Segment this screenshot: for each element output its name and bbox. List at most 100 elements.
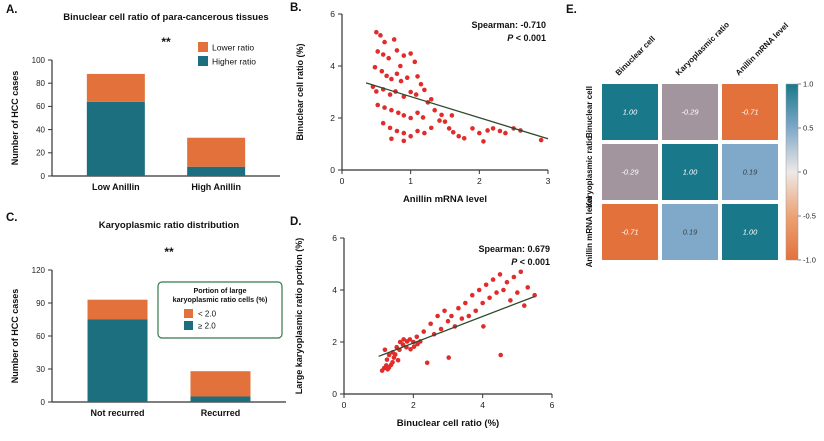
x-tick-label: 0 — [342, 400, 347, 410]
data-point — [400, 342, 406, 347]
y-tick-label: 60 — [36, 102, 45, 111]
data-point — [439, 112, 444, 118]
data-point — [396, 110, 401, 116]
correlation-value: 0.19 — [743, 168, 758, 177]
panel-c-label: C. — [6, 212, 18, 224]
data-point — [407, 337, 413, 342]
panel-b: B. 0 1 2 3 0 2 4 6 Anillin mRNA level Binuclear c… — [288, 0, 560, 216]
bar-segment — [87, 299, 148, 320]
heatmap-cell — [602, 144, 658, 200]
correlation-value: -0.71 — [741, 108, 758, 117]
data-point — [476, 287, 482, 293]
x-axis-label: Anillin mRNA level — [403, 194, 487, 205]
bar-segment — [190, 371, 251, 397]
chart-title: Karyoplasmic ratio distribution — [99, 220, 240, 231]
data-point — [389, 76, 394, 82]
data-point — [394, 48, 400, 53]
heatmap-cell — [722, 144, 778, 200]
y-tick-label: 40 — [36, 125, 45, 134]
correlation-value: 1.00 — [743, 228, 758, 237]
pvalue-annotation: P < 0.001 — [507, 33, 546, 43]
legend-swatch — [184, 309, 193, 318]
data-point — [498, 352, 503, 358]
colorbar-tick-label: 1.0 — [803, 80, 813, 89]
data-point — [382, 105, 387, 110]
x-category-label: Not recurred — [91, 408, 145, 418]
data-point — [490, 277, 496, 282]
data-point — [503, 130, 508, 136]
row-label: Karyoplasmic ratio — [585, 136, 594, 208]
x-tick-label: 6 — [550, 400, 555, 410]
data-point — [415, 74, 420, 79]
data-point — [428, 321, 433, 327]
legend-label: Higher ratio — [212, 57, 256, 67]
panel-d: D. 0 2 4 6 0 2 4 6 Binuclear cell ratio (%) Large… — [288, 216, 566, 440]
correlation-value: 0.19 — [683, 228, 698, 237]
data-point — [432, 107, 437, 113]
data-point — [477, 130, 482, 136]
data-point — [473, 308, 479, 314]
data-point — [518, 269, 524, 275]
data-point — [382, 347, 388, 353]
data-point — [387, 92, 393, 97]
data-point — [408, 89, 413, 95]
significance-marker: ** — [164, 245, 174, 259]
data-point — [408, 346, 413, 352]
y-tick-label: 20 — [36, 149, 45, 158]
data-point — [386, 352, 392, 358]
data-point — [435, 313, 440, 319]
y-tick-label: 4 — [330, 61, 335, 71]
data-point — [415, 110, 420, 116]
correlation-value: 1.00 — [623, 108, 638, 117]
data-point — [449, 113, 455, 118]
y-tick-label: 0 — [332, 389, 337, 399]
x-category-label: Recurred — [201, 408, 241, 418]
data-point — [463, 300, 468, 306]
legend-title: karyoplasmic ratio cells (%) — [173, 295, 268, 304]
y-axis-label: Number of HCC cases — [10, 289, 20, 384]
data-point — [470, 126, 475, 131]
heatmap-cell — [602, 204, 658, 260]
data-point — [375, 102, 381, 108]
heatmap-cell — [662, 204, 718, 260]
panel-e: E. Binuclear cell Binuclear cell 1.00 -0.29… — [560, 0, 824, 420]
heatmap-cell — [662, 84, 718, 140]
data-point — [389, 136, 394, 142]
data-point — [504, 279, 510, 285]
data-point — [538, 137, 544, 143]
data-point — [382, 39, 387, 45]
data-point — [374, 29, 379, 35]
heatmap-cell — [602, 84, 658, 140]
data-point — [394, 71, 400, 77]
bar-segment — [187, 166, 246, 176]
data-point — [391, 355, 397, 360]
data-point — [414, 334, 420, 340]
bar-segment — [86, 73, 145, 102]
y-tick-label: 0 — [330, 165, 335, 175]
y-tick-label: 80 — [36, 79, 45, 88]
data-point — [411, 344, 417, 349]
y-tick-label: 2 — [332, 337, 337, 347]
colorbar-tick-label: 0 — [803, 168, 807, 177]
data-point — [485, 128, 490, 133]
y-tick-label: 100 — [32, 56, 46, 65]
y-tick-label: 6 — [332, 233, 337, 243]
data-point — [398, 63, 403, 69]
bar-segment — [86, 101, 145, 176]
y-tick-label: 6 — [330, 9, 335, 19]
data-point — [438, 326, 444, 332]
data-point — [456, 133, 462, 139]
data-point — [401, 337, 406, 342]
panel-a: A. Binuclear cell ratio of para-cancerou… — [2, 4, 286, 210]
legend-swatch — [198, 56, 208, 66]
panel-a-label: A. — [6, 4, 18, 16]
data-point — [387, 125, 393, 131]
data-point — [378, 33, 383, 38]
row-label: Binuclear cell — [585, 86, 594, 138]
heatmap-cell — [722, 84, 778, 140]
data-point — [521, 303, 527, 308]
data-point — [442, 119, 448, 124]
y-tick-label: 4 — [332, 285, 337, 295]
data-point — [480, 300, 485, 306]
